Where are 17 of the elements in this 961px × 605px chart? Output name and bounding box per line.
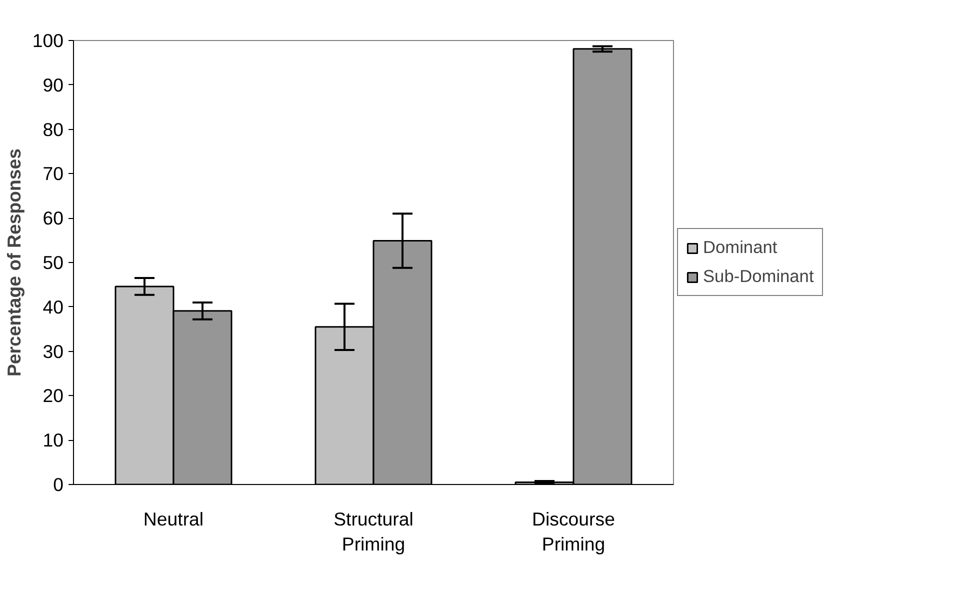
y-tick-label: 100 [32, 30, 64, 51]
y-tick-label: 60 [42, 208, 64, 229]
x-tick-label: Structural Priming [334, 508, 414, 555]
y-tick-label: 30 [42, 340, 64, 362]
y-tick-label: 70 [42, 163, 64, 184]
y-axis-title: Percentage of Responses [3, 148, 24, 377]
y-tick-label: 80 [42, 118, 64, 140]
y-tick-label: 20 [42, 385, 64, 406]
y-tick-label: 90 [42, 74, 64, 96]
y-tick-label: 50 [42, 252, 64, 273]
y-tick-label: 0 [53, 474, 64, 495]
x-tick-label: Neutral [143, 508, 204, 530]
legend-label: Dominant [703, 237, 778, 258]
y-tick-label: 40 [42, 296, 64, 318]
legend-label: Sub-Dominant [703, 266, 814, 287]
x-tick-label: Discourse Priming [532, 508, 615, 555]
y-tick-label: 10 [42, 430, 64, 451]
